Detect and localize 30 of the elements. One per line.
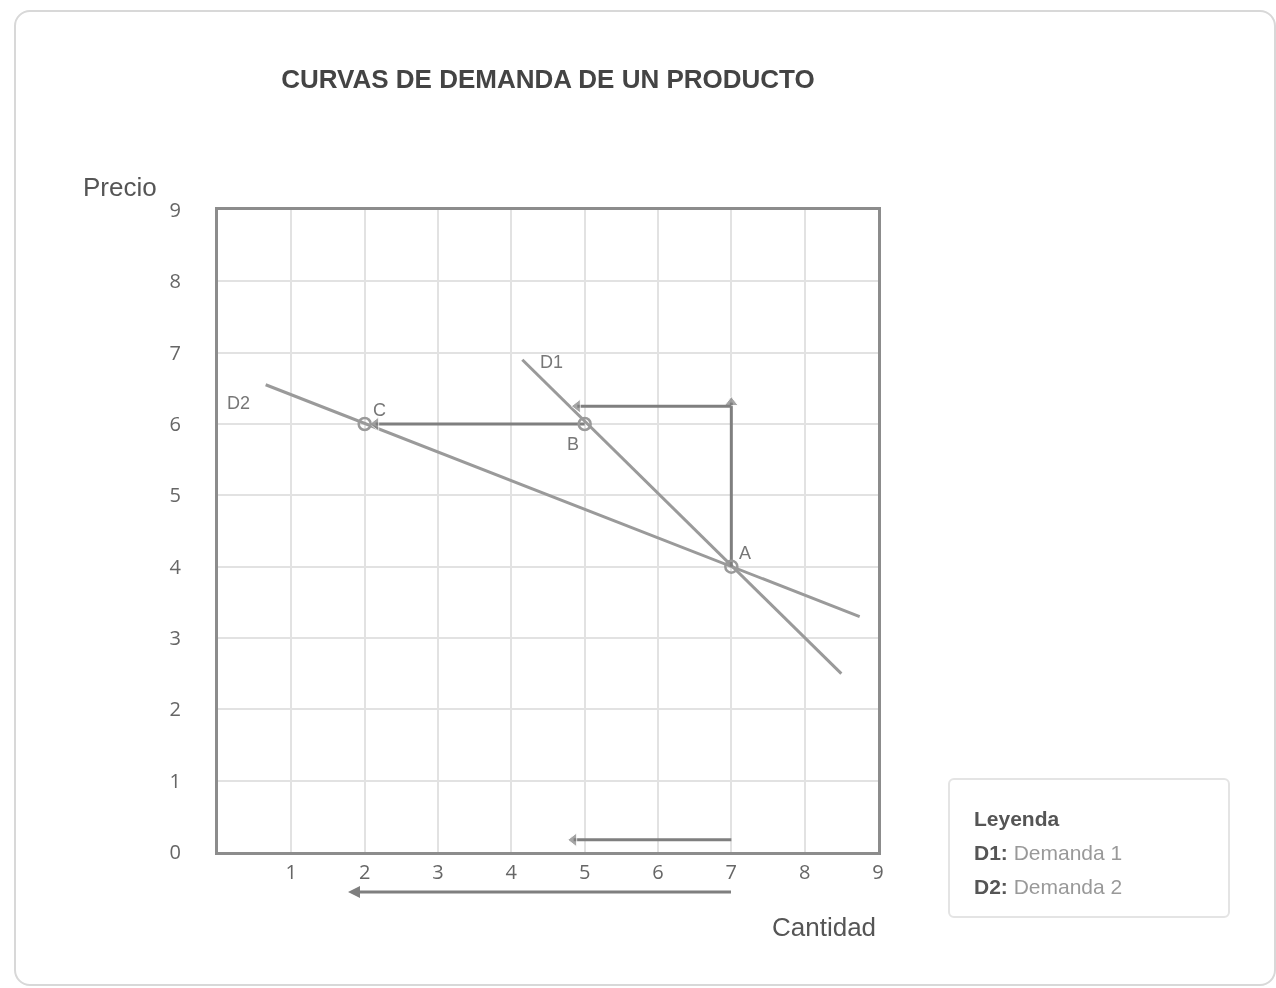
y-tick-label: 8 [169, 267, 181, 295]
y-tick-label: 6 [169, 410, 181, 437]
x-axis-title: Cantidad [772, 912, 877, 942]
y-tick-label: 5 [169, 481, 181, 509]
annotation: B [567, 434, 580, 454]
y-tick-label: 9 [169, 196, 181, 223]
x-tick-label: 2 [358, 858, 371, 885]
annotation: A [739, 543, 752, 563]
x-tick-label: 1 [285, 858, 298, 885]
y-tick-label: 7 [169, 338, 181, 366]
text: D2: Demanda 2 [974, 875, 1123, 898]
x-tick-label: 4 [505, 858, 518, 885]
x-tick-label: 3 [432, 858, 444, 885]
chart-title: CURVAS DE DEMANDA DE UN PRODUCTO [281, 64, 815, 95]
x-tick-label: 7 [725, 858, 738, 885]
text: D1: Demanda 1 [974, 841, 1123, 864]
y-tick-label: 1 [169, 766, 181, 794]
x-tick-label: 6 [652, 858, 664, 885]
y-tick-label: 4 [169, 552, 182, 580]
x-tick-label: 9 [872, 858, 884, 885]
y-tick-label: 3 [169, 624, 181, 651]
series-label: D1 [540, 352, 564, 372]
y-axis-title: Precio [83, 172, 157, 202]
series-label: D2 [227, 393, 251, 413]
annotation: C [373, 400, 386, 420]
y-tick-label: 2 [169, 695, 181, 723]
legend-title: Leyenda [974, 806, 1061, 832]
x-tick-label: 8 [798, 858, 811, 885]
x-tick-label: 5 [578, 858, 591, 885]
y-tick-label: 0 [169, 838, 181, 865]
